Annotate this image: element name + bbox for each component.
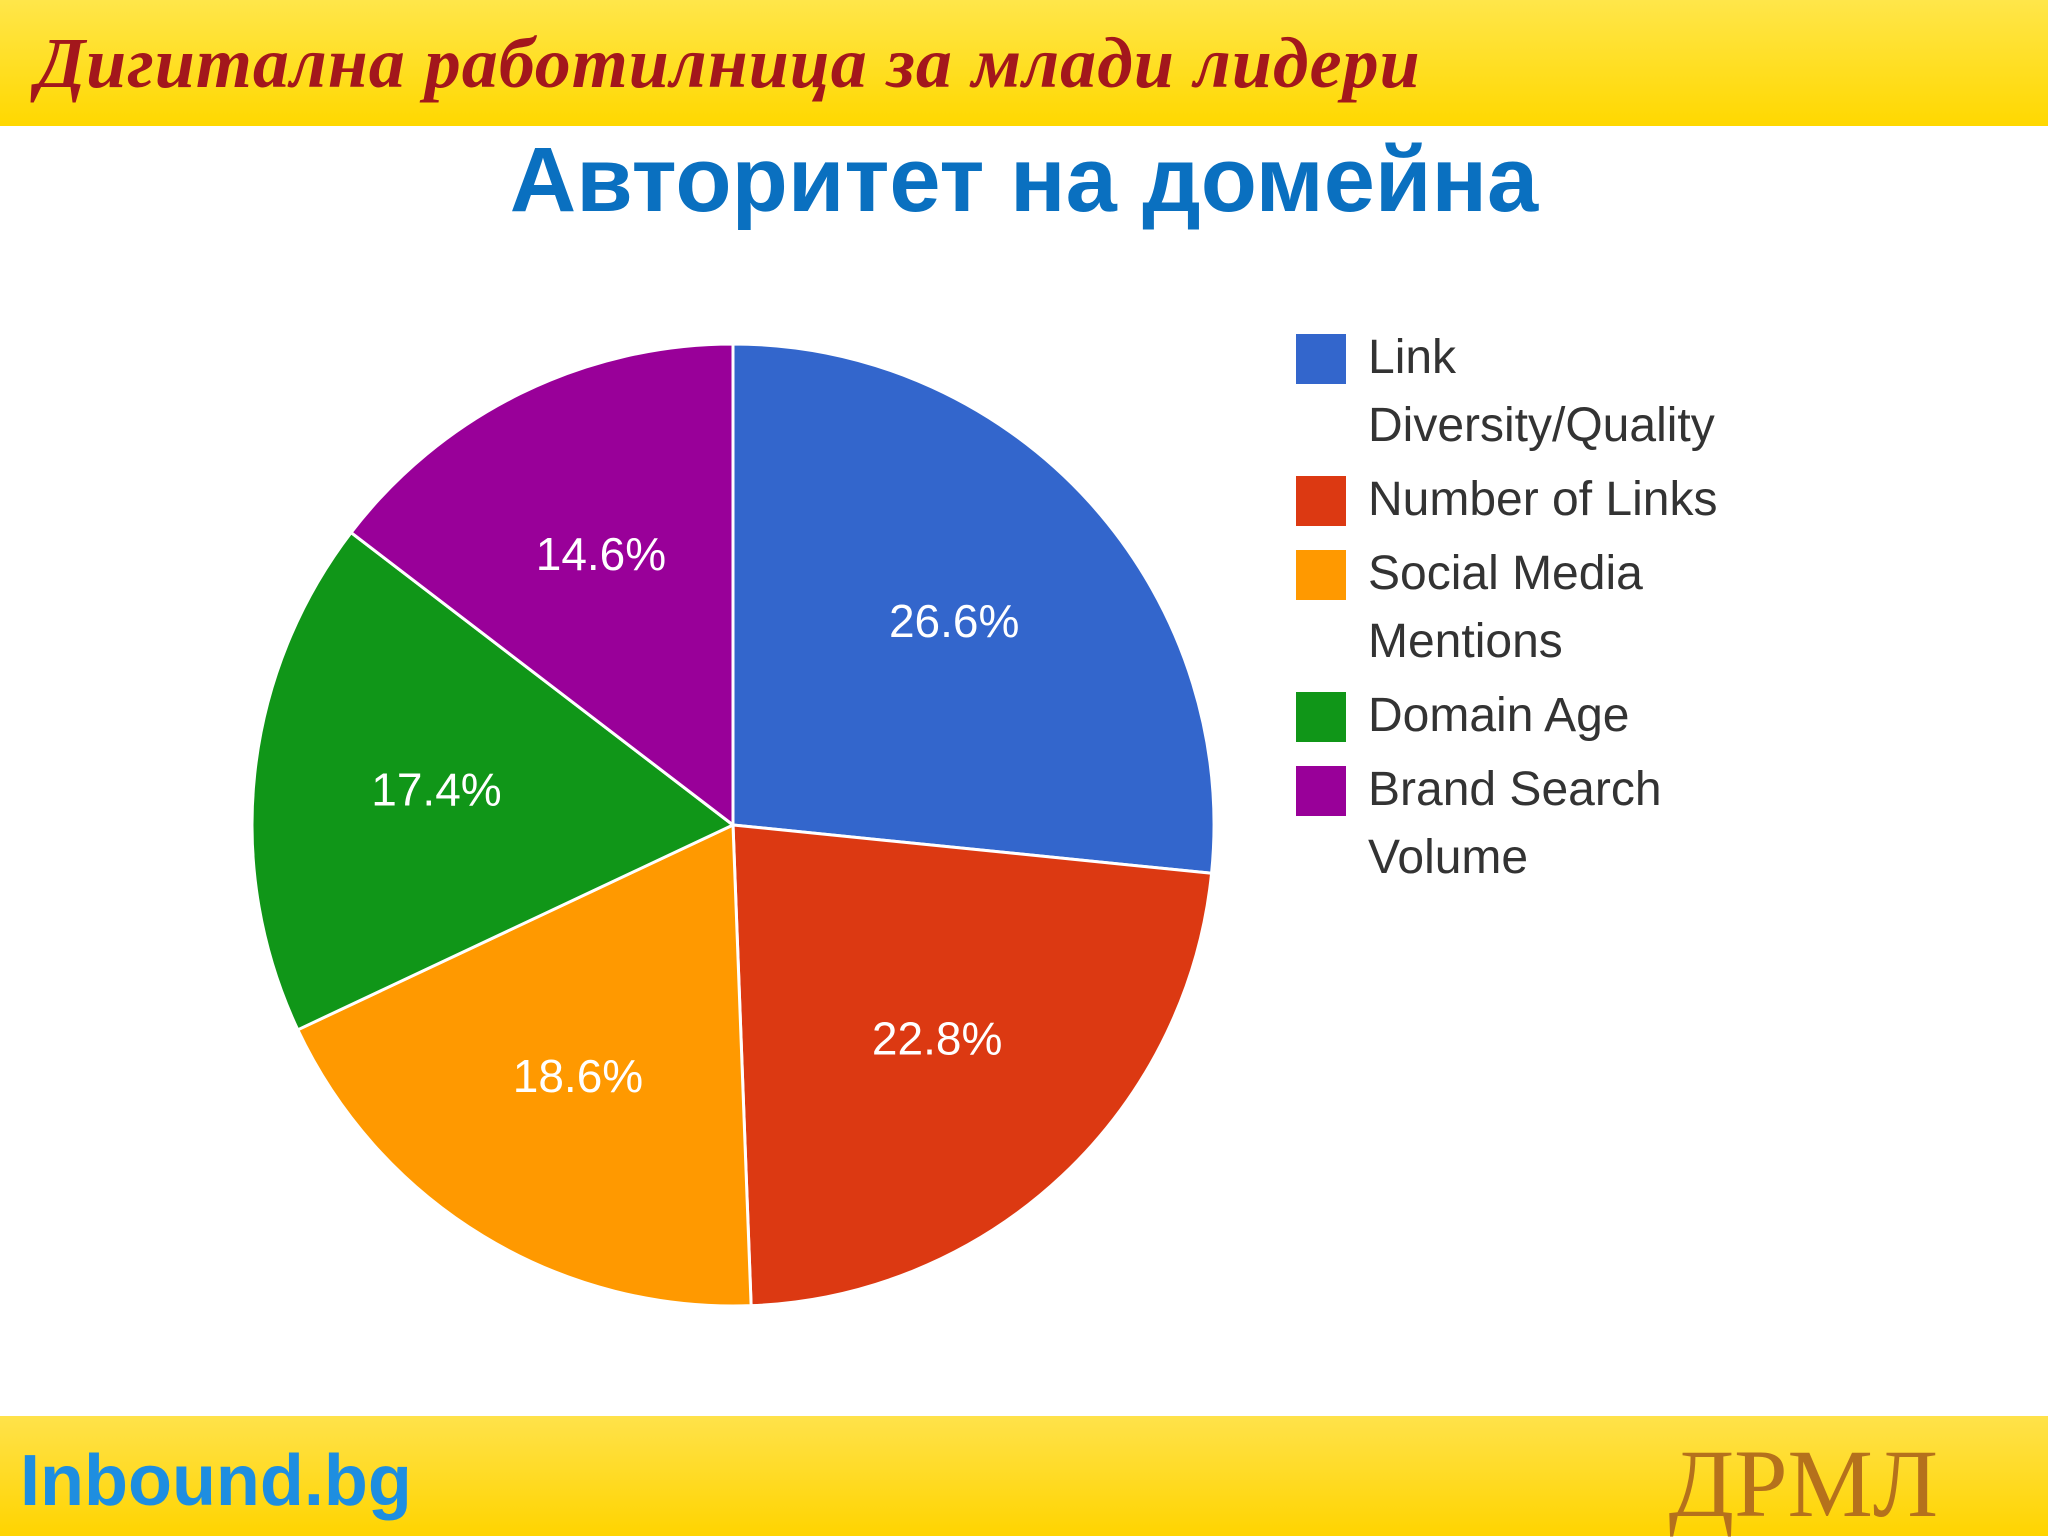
- pie-slice: [295, 822, 753, 1308]
- legend-swatch: [1296, 766, 1346, 816]
- legend-swatch: [1296, 550, 1346, 600]
- legend-swatch: [1296, 334, 1346, 384]
- header-band: [0, 0, 2048, 126]
- legend-label: Social Media Mentions: [1368, 547, 1643, 668]
- legend-swatch: [1296, 692, 1346, 742]
- legend-item: Social Media Mentions: [1296, 546, 1766, 676]
- legend: Link Diversity/Quality Number of Links Soc…: [1296, 330, 1766, 904]
- legend-swatch: [1296, 476, 1346, 526]
- footer-band: [0, 1416, 2048, 1536]
- data-label: 14.6%: [536, 528, 666, 580]
- legend-item: Domain Age: [1296, 688, 1766, 750]
- data-label: 22.8%: [872, 1013, 1002, 1065]
- data-label: 18.6%: [513, 1050, 643, 1102]
- header-title: Дигитална работилница за млади лидери: [36, 23, 1421, 103]
- legend-label: Link Diversity/Quality: [1368, 331, 1715, 452]
- legend-label: Brand Search Volume: [1368, 763, 1662, 884]
- legend-item: Brand Search Volume: [1296, 762, 1766, 892]
- pie-slice: [731, 342, 1216, 875]
- data-label: 17.4%: [371, 763, 501, 815]
- legend-item: Number of Links: [1296, 472, 1766, 534]
- legend-label: Number of Links: [1368, 473, 1718, 526]
- pie-slice: [250, 530, 736, 1032]
- data-label: 26.6%: [889, 595, 1019, 647]
- legend-item: Link Diversity/Quality: [1296, 330, 1766, 460]
- footer-logo: ДРМЛ: [1668, 1430, 1938, 1537]
- slide-title: Авторитет на домейна: [509, 129, 1539, 231]
- footer-logo: Inbound.bg: [20, 1441, 412, 1521]
- pie-slice: [348, 342, 735, 829]
- pie-slice: [731, 823, 1214, 1308]
- legend-label: Domain Age: [1368, 689, 1630, 742]
